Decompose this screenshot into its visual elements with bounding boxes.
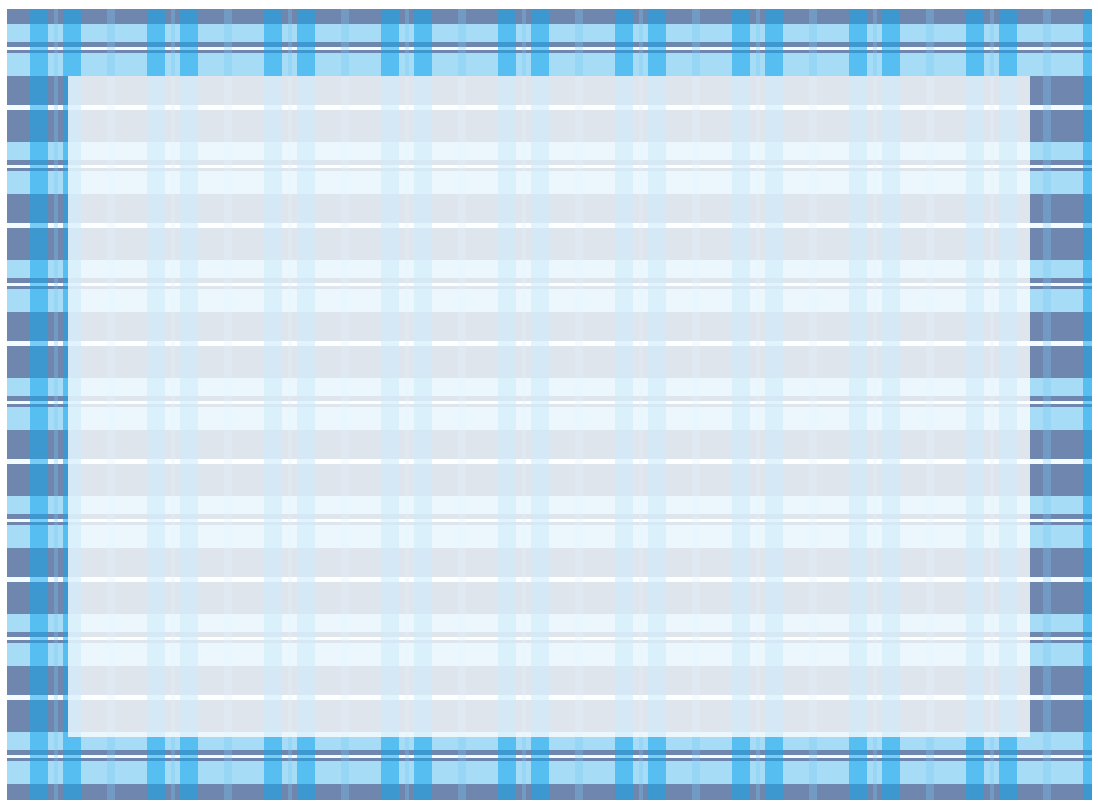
plaid-background — [7, 9, 1092, 800]
inner-panel — [68, 76, 1030, 737]
